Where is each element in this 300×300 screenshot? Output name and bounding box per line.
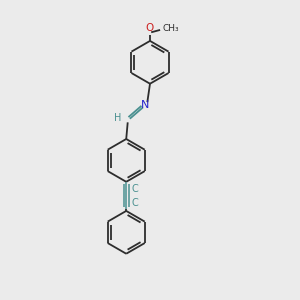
Text: H: H: [114, 113, 121, 123]
Text: C: C: [132, 184, 139, 194]
Text: O: O: [146, 23, 154, 34]
Text: N: N: [141, 100, 150, 110]
Text: C: C: [132, 199, 139, 208]
Text: CH₃: CH₃: [163, 24, 179, 33]
